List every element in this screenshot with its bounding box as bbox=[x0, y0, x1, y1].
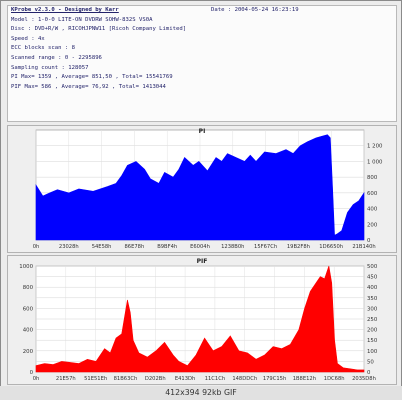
pif-left-y-tick-label: 200 bbox=[23, 349, 34, 355]
image-caption: 412x394 92kb GIF bbox=[0, 386, 402, 400]
pif-left-y-tick-label: 1000 bbox=[19, 264, 33, 270]
pif-x-tick-label: 21E57h bbox=[56, 376, 76, 382]
pi-chart-panel: PI 0 200 400 600 800 1 000 1 200 0h 23028h 54E58h… bbox=[7, 125, 397, 253]
info-sampling-count: Sampling count : 128057 bbox=[11, 64, 89, 71]
pif-x-tick-label: 51E51Eh bbox=[84, 376, 107, 382]
pif-x-tick-label: 148DDCh bbox=[232, 376, 257, 382]
info-model: Model : 1-0-0 LITE-ON DVDRW SOHW-832S VS… bbox=[11, 16, 153, 23]
pi-x-tick-label: 1D6650h bbox=[319, 244, 343, 250]
app-title: KProbe v2.3.0 - Designed by Karr bbox=[11, 7, 119, 13]
kprobe-window: KProbe v2.3.0 - Designed by Karr Date : … bbox=[0, 0, 402, 389]
pif-y-tick-label: 200 bbox=[367, 328, 378, 334]
info-ecc-blocks: ECC blocks scan : 8 bbox=[11, 45, 75, 52]
pi-x-tick-label: 23028h bbox=[59, 244, 79, 250]
pif-x-tick-label: 179C15h bbox=[263, 376, 286, 382]
info-pif-stats: PIF Max= 586 , Average= 76,92 , Total= 1… bbox=[11, 83, 166, 90]
pif-left-y-tick-label: 600 bbox=[23, 306, 34, 312]
pif-chart: 0 50 100 150 200 250 300 350 400 450 500 0 200 400 600… bbox=[19, 264, 378, 382]
pif-y-tick-label: 250 bbox=[367, 317, 378, 323]
info-scanned-range: Scanned range : 0 - 2295896 bbox=[11, 54, 102, 61]
pi-series-area-0 bbox=[35, 134, 365, 241]
pif-series-area-0 bbox=[35, 265, 365, 373]
pif-y-tick-label: 100 bbox=[367, 349, 378, 355]
pi-x-tick-label: 15F67Ch bbox=[254, 244, 277, 250]
pi-y-tick-label: 1 200 bbox=[367, 144, 383, 150]
pif-x-tick-label: 11C1Ch bbox=[205, 376, 225, 382]
pif-left-y-tick-label: 800 bbox=[23, 285, 34, 291]
pif-x-tick-label: 1B8E12h bbox=[293, 376, 316, 382]
pif-left-y-tick-label: 0 bbox=[30, 370, 34, 376]
pi-y-tick-label: 800 bbox=[367, 175, 378, 181]
pif-y-tick-label: 500 bbox=[367, 264, 378, 270]
scan-info-panel: KProbe v2.3.0 - Designed by Karr Date : … bbox=[7, 5, 397, 122]
pif-x-tick-label: E413Dh bbox=[175, 376, 195, 382]
pif-chart-panel: PIF 0 50 100 150 200 250 300 350 400 450 500 0 200 40… bbox=[7, 255, 397, 385]
pif-y-tick-label: 0 bbox=[367, 370, 371, 376]
pif-y-tick-label: 350 bbox=[367, 296, 378, 302]
pif-x-tick-label: 0h bbox=[33, 376, 40, 382]
pif-x-tick-label: 81B63Ch bbox=[114, 376, 138, 382]
pi-chart-title: PI bbox=[198, 128, 206, 135]
pif-x-tick-label: D202Bh bbox=[145, 376, 166, 382]
info-speed: Speed : 4x bbox=[11, 35, 45, 42]
pif-chart-title: PIF bbox=[196, 258, 208, 265]
pif-y-tick-label: 300 bbox=[367, 306, 378, 312]
pi-x-tick-label: 0h bbox=[33, 244, 40, 250]
pif-y-tick-label: 400 bbox=[367, 285, 378, 291]
pi-y-tick-label: 600 bbox=[367, 191, 378, 197]
pif-y-tick-label: 450 bbox=[367, 275, 378, 281]
pi-x-tick-label: 54E58h bbox=[92, 244, 112, 250]
pi-x-tick-label: 21B140h bbox=[352, 244, 375, 250]
info-disc: Disc : DVD+R/W , RICOHJPNW11 [Ricoh Comp… bbox=[11, 26, 187, 33]
pif-x-tick-label: 2035D8h bbox=[352, 376, 376, 382]
pif-x-tick-label: 1DC68h bbox=[324, 376, 345, 382]
pi-y-tick-label: 0 bbox=[367, 238, 371, 244]
pi-y-tick-label: 1 000 bbox=[367, 159, 383, 165]
pi-chart: 0 200 400 600 800 1 000 1 200 0h 23028h 54E58h 86E… bbox=[33, 129, 383, 250]
pif-y-tick-label: 150 bbox=[367, 338, 378, 344]
pi-x-tick-label: 1238B0h bbox=[221, 244, 244, 250]
scan-date: Date : 2004-05-24 16:23:19 bbox=[211, 7, 299, 13]
pi-x-tick-label: 86E78h bbox=[125, 244, 145, 250]
pi-x-tick-label: E6004h bbox=[190, 244, 210, 250]
pi-x-tick-label: 19B2F8h bbox=[287, 244, 310, 250]
pi-y-tick-label: 400 bbox=[367, 207, 378, 213]
pif-left-y-tick-label: 400 bbox=[23, 328, 34, 334]
pi-x-tick-label: B9BF4h bbox=[157, 244, 177, 250]
info-pi-stats: PI Max= 1359 , Average= 851,50 , Total= … bbox=[11, 74, 173, 81]
pi-y-tick-label: 200 bbox=[367, 222, 378, 228]
pif-y-tick-label: 50 bbox=[367, 359, 374, 365]
